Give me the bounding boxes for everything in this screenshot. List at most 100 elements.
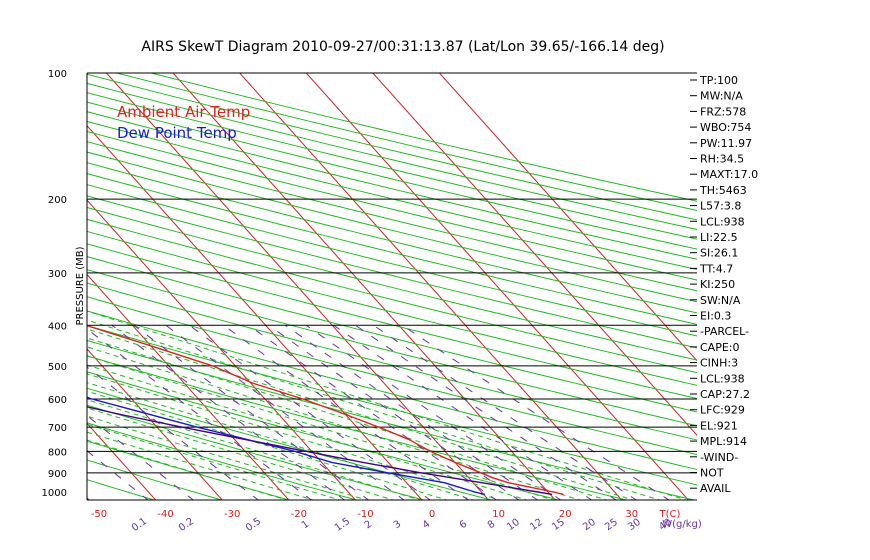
grid [87,73,697,500]
mixing-ratio-label: 0.1 [130,516,149,534]
dry-adiabat-line [87,282,697,441]
index-item: AVAIL [700,482,731,495]
isotherm-line [305,73,690,500]
pressure-tick-label: 300 [48,269,67,280]
mixing-ratio-line [165,324,405,500]
parcel-profile-line [87,406,553,496]
dry-adiabat-line [87,404,426,500]
dry-adiabat-line [87,459,224,500]
mixing-ratio-label: 6 [458,519,470,532]
dry-adiabat-line [87,218,697,374]
moist-adiabat-line [87,319,662,500]
index-item: MAXT:17.0 [700,168,758,181]
bottom-temp-tick-label: 30 [625,509,638,520]
index-item: KI:250 [700,278,735,291]
dry-adiabat-line [87,130,697,281]
moist-adiabat-line [87,407,395,500]
dry-adiabat-line [87,296,697,456]
mixing-ratio-line [111,324,346,500]
index-item: LCL:938 [700,372,745,385]
mixing-ratio-line [189,324,431,500]
moist-adiabat-line [87,310,688,500]
index-item: SW:N/A [700,294,741,307]
index-item: RH:34.5 [700,153,744,166]
dry-adiabat-line [87,101,697,250]
dry-adiabat-line [87,243,697,399]
dry-adiabat-line [87,339,696,500]
mixing-ratio-unit-label: W(g/kg) [662,519,702,530]
y-axis-label: PRESSURE (MB) [75,246,86,325]
moist-adiabat-line [87,439,289,500]
isotherm-line [105,73,490,500]
mixing-ratio-label: 3 [392,519,404,532]
isotherm-line [87,422,157,500]
dry-adiabat-line [87,422,359,500]
moist-adiabat-line [87,382,475,500]
moist-adiabat-line [87,390,449,500]
dry-adiabat-line [87,162,697,314]
pressure-tick-label: 400 [48,321,67,332]
dry-adiabat-line [87,256,697,413]
dry-adiabat-line [87,184,697,337]
isotherm-line [87,199,357,500]
pressure-tick-label: 800 [48,447,67,458]
index-item: CAPE:0 [700,341,740,354]
pressure-tick-label: 100 [48,69,67,80]
index-item: LI:22.5 [700,231,738,244]
pressure-tick-label: 700 [48,423,67,434]
mixing-ratio-label: 2 [363,519,375,532]
dry-adiabat-line [87,440,291,500]
moist-adiabat-line [87,337,609,500]
bottom-temp-tick-label: -20 [291,509,307,520]
index-item: NOT [700,467,724,480]
legend-ambient-air-temp: Ambient Air Temp [117,103,250,121]
isotherm-line [87,348,223,500]
pressure-tick-label: 500 [48,362,67,373]
dry-adiabat-line [87,173,697,325]
index-item: TH:5463 [699,184,747,197]
dry-adiabat-line [87,324,697,486]
mixing-ratio-label: 12 [528,517,545,533]
dry-adiabat-line [87,111,697,260]
dry-adiabat-line [87,355,629,500]
index-item: TT:4.7 [699,262,733,275]
bottom-temp-tick-label: -50 [91,509,107,520]
dry-adiabat-line [87,371,561,500]
index-item: PW:11.97 [700,137,752,150]
moist-adiabat-line [87,346,582,500]
index-item: LCL:938 [700,215,745,228]
index-item: MPL:914 [700,435,747,448]
pressure-tick-label: 900 [48,469,67,480]
mixing-ratio-label: 1 [300,519,312,532]
stability-indices: TP:100 MW:N/A FRZ:578 WBO:754 PW:11.97 RH:34.… [690,74,758,495]
mixing-ratio-line [133,324,370,500]
mixing-ratio-label: 1.5 [333,516,352,534]
temperature-profile-line [87,324,564,496]
index-item: WBO:754 [700,121,751,134]
dry-adiabat-line [87,120,697,271]
mixing-ratio-label: 25 [603,517,620,533]
bottom-temp-tick-label: -10 [357,509,373,520]
index-item: FRZ:578 [700,105,746,118]
legend: Ambient Air Temp Dew Point Temp [117,103,250,142]
index-item: -WIND- [700,451,738,464]
dry-adiabat-line [87,195,697,349]
series-layer [87,324,564,496]
dewpoint-profile-line [87,396,486,496]
moist-adiabat-line [87,399,422,500]
bottom-temp-tick-label: 0 [429,509,435,520]
index-item: EI:0.3 [700,310,731,323]
moist-adiabat-line [87,355,555,500]
index-item: SI:26.1 [700,247,738,260]
index-item: MW:N/A [700,90,743,103]
mixing-ratio-label: 4 [421,519,433,532]
dry-adiabat-line [87,230,697,386]
dry-adiabat-line [87,206,697,361]
pressure-tick-label: 600 [48,395,67,406]
isotherm-line [372,73,697,436]
index-item: -PARCEL- [700,325,749,338]
index-item: L57:3.8 [700,200,741,213]
bottom-temp-tick-label: -30 [224,509,240,520]
bottom-temp-tick-label: -40 [157,509,173,520]
mixing-ratio-label: 0.5 [244,516,263,534]
